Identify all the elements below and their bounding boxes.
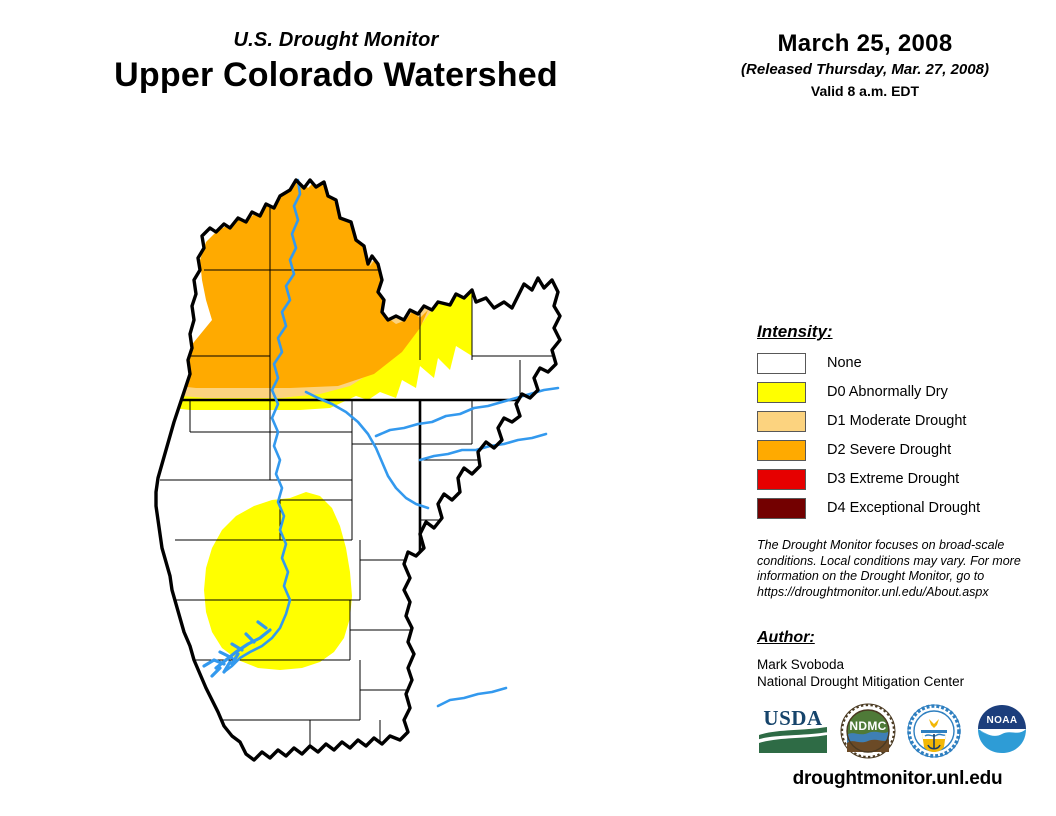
watershed-outline bbox=[154, 178, 562, 762]
intensity-legend: Intensity: None D0 Abnormally Dry D1 Mod… bbox=[757, 322, 1042, 525]
program-title: U.S. Drought Monitor bbox=[233, 29, 439, 51]
legend-swatch-d1 bbox=[757, 410, 806, 432]
usda-logo: USDA bbox=[757, 703, 829, 755]
legend-label-d0: D0 Abnormally Dry bbox=[827, 384, 948, 400]
noaa-logo: NOAA bbox=[971, 703, 1033, 759]
legend-swatch-none bbox=[757, 352, 806, 374]
author-name: Mark Svoboda bbox=[757, 657, 845, 672]
legend-item-none: None bbox=[757, 351, 1042, 375]
nws-logo bbox=[905, 703, 963, 759]
drought-shading-group bbox=[170, 180, 472, 670]
legend-swatch-d2 bbox=[757, 439, 806, 461]
map-title-block: U.S. Drought Monitor Upper Colorado Wate… bbox=[0, 28, 672, 96]
legend-swatch-d4 bbox=[757, 497, 806, 519]
disclaimer-text: The Drought Monitor focuses on broad-sca… bbox=[757, 538, 1032, 600]
svg-text:USDA: USDA bbox=[763, 706, 823, 730]
legend-swatch-d3 bbox=[757, 468, 806, 490]
disclaimer-line-3: information on the Drought Monitor, go t… bbox=[757, 569, 985, 583]
valid-date: March 25, 2008 bbox=[777, 30, 953, 57]
legend-label-none: None bbox=[827, 355, 862, 371]
drought-area-d0-southwest bbox=[204, 492, 352, 670]
legend-label-d4: D4 Exceptional Drought bbox=[827, 500, 981, 516]
partner-logos: USDA NDMC bbox=[755, 703, 1040, 759]
legend-item-d3: D3 Extreme Drought bbox=[757, 467, 1042, 491]
author-affiliation: National Drought Mitigation Center bbox=[757, 674, 965, 689]
disclaimer-link[interactable]: https://droughtmonitor.unl.edu/About.asp… bbox=[757, 584, 989, 599]
river-network bbox=[202, 178, 560, 708]
footer-url[interactable]: droughtmonitor.unl.edu bbox=[792, 768, 1003, 789]
release-date: (Released Thursday, Mar. 27, 2008) bbox=[741, 61, 989, 78]
date-block: March 25, 2008 (Released Thursday, Mar. … bbox=[690, 30, 1040, 100]
disclaimer-line-2: conditions. Local conditions may vary. F… bbox=[757, 553, 1021, 568]
svg-text:NOAA: NOAA bbox=[986, 715, 1017, 726]
author-heading: Author: bbox=[757, 629, 815, 646]
page-title: Upper Colorado Watershed bbox=[114, 56, 558, 94]
legend-item-d4: D4 Exceptional Drought bbox=[757, 496, 1042, 520]
ndmc-logo: NDMC bbox=[839, 703, 897, 759]
legend-label-d2: D2 Severe Drought bbox=[827, 442, 952, 458]
legend-label-d1: D1 Moderate Drought bbox=[827, 413, 967, 429]
legend-item-d0: D0 Abnormally Dry bbox=[757, 380, 1042, 404]
drought-area-d2 bbox=[172, 180, 428, 388]
legend-title: Intensity: bbox=[757, 322, 833, 341]
author-block: Author: Mark Svoboda National Drought Mi… bbox=[757, 628, 1037, 690]
drought-map bbox=[120, 160, 680, 780]
svg-text:NDMC: NDMC bbox=[849, 719, 886, 733]
legend-item-d1: D1 Moderate Drought bbox=[757, 409, 1042, 433]
legend-swatch-d0 bbox=[757, 381, 806, 403]
valid-time: Valid 8 a.m. EDT bbox=[810, 83, 920, 99]
legend-item-d2: D2 Severe Drought bbox=[757, 438, 1042, 462]
legend-label-d3: D3 Extreme Drought bbox=[827, 471, 960, 487]
disclaimer-line-1: The Drought Monitor focuses on broad-sca… bbox=[757, 538, 1005, 552]
